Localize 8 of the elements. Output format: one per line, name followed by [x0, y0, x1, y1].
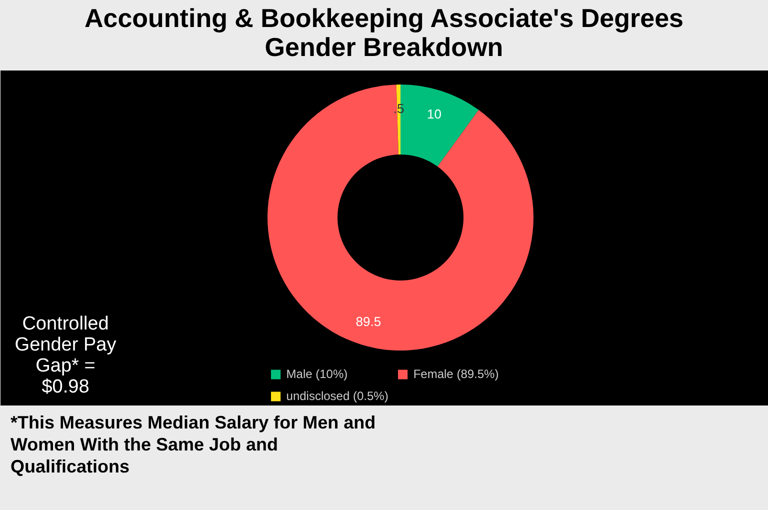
chart-title: Accounting & Bookkeeping Associate's Degrees Gender Breakdown: [84, 3, 684, 62]
legend-label: Female (89.5%): [413, 367, 499, 381]
text: *This Measures Median Salary for Men and Women With the Same Job and Qualifications: [10, 412, 376, 476]
data-label: 10: [426, 106, 442, 122]
legend-label: Male (10%): [286, 367, 348, 381]
legend-label: undisclosed (0.5%): [286, 389, 388, 403]
text: Controlled Gender Pay Gap* = $0.98: [14, 314, 117, 398]
data-label: 89.5: [356, 314, 382, 330]
